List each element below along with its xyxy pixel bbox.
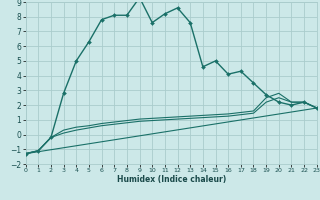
X-axis label: Humidex (Indice chaleur): Humidex (Indice chaleur) bbox=[116, 175, 226, 184]
